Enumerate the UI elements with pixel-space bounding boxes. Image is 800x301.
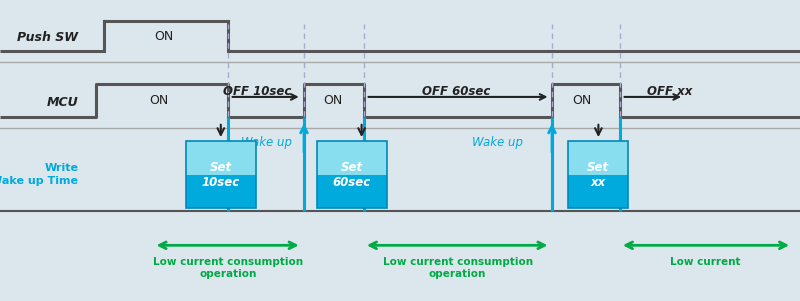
- Text: Set
10sec: Set 10sec: [202, 160, 240, 189]
- Text: Write
Wake up Time: Write Wake up Time: [0, 163, 78, 186]
- Bar: [568, 175, 628, 208]
- Text: Low current consumption
operation: Low current consumption operation: [153, 257, 303, 279]
- Text: MCU: MCU: [46, 96, 78, 109]
- Text: ON: ON: [149, 94, 168, 107]
- Bar: [186, 141, 256, 208]
- Text: OFF xx: OFF xx: [647, 85, 692, 98]
- Text: Low current consumption
operation: Low current consumption operation: [382, 257, 533, 279]
- Bar: [317, 141, 387, 208]
- Text: ON: ON: [572, 94, 591, 107]
- Text: Wake up: Wake up: [241, 136, 292, 150]
- Text: Set
xx: Set xx: [587, 160, 609, 189]
- Text: Set
60sec: Set 60sec: [333, 160, 371, 189]
- Bar: [186, 141, 256, 175]
- Text: ON: ON: [154, 29, 174, 43]
- Bar: [568, 141, 628, 208]
- Bar: [568, 141, 628, 175]
- Text: OFF 10sec: OFF 10sec: [223, 85, 292, 98]
- Bar: [317, 141, 387, 175]
- Text: Low current: Low current: [670, 257, 741, 267]
- Text: Push SW: Push SW: [18, 31, 78, 44]
- Bar: [317, 175, 387, 208]
- Text: OFF 60sec: OFF 60sec: [422, 85, 490, 98]
- Text: ON: ON: [323, 94, 342, 107]
- Text: Wake up: Wake up: [472, 136, 523, 150]
- Bar: [186, 175, 256, 208]
